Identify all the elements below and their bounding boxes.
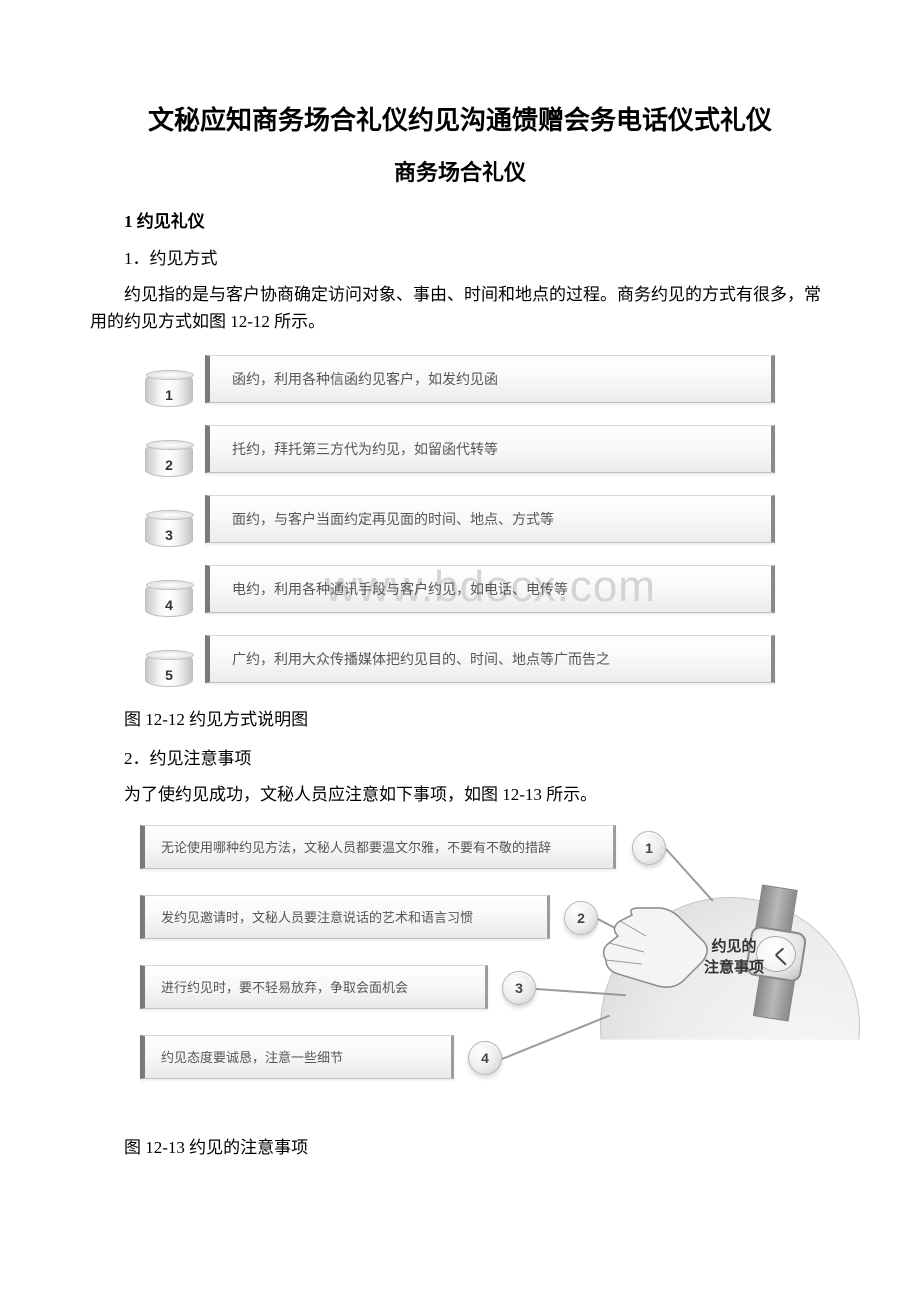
figure-12-12-caption: 图 12-12 约见方式说明图: [90, 705, 830, 730]
diagram-12-13: 约见的 注意事项 无论使用哪种约见方法，文秘人员都要温文尔雅，不要有不敬的措辞 1…: [140, 825, 780, 1115]
d1-bar-5: 广约，利用大众传播媒体把约见目的、时间、地点等广而告之: [205, 635, 775, 683]
hand-icon: [600, 906, 710, 991]
d1-row-3: 3 面约，与客户当面约定再见面的时间、地点、方式等: [145, 491, 775, 547]
d1-bar-text-1: 函约，利用各种信函约见客户，如发约见函: [232, 369, 498, 389]
d1-cylinder-top-1: [146, 370, 194, 380]
d1-bar-3: 面约，与客户当面约定再见面的时间、地点、方式等: [205, 495, 775, 543]
d1-number-4: 4: [145, 597, 193, 613]
figure-12-13-caption: 图 12-13 约见的注意事项: [90, 1133, 830, 1158]
d1-number-3: 3: [145, 527, 193, 543]
section-1-p2: 约见指的是与客户协商确定访问对象、事由、时间和地点的过程。商务约见的方式有很多，…: [90, 281, 830, 335]
d1-bar-4: 电约，利用各种通讯手段与客户约见，如电话、电传等www.bdocx.com: [205, 565, 775, 613]
d1-bar-text-5: 广约，利用大众传播媒体把约见目的、时间、地点等广而告之: [232, 649, 610, 669]
d1-row-2: 2 托约，拜托第三方代为约见，如留函代转等: [145, 421, 775, 477]
d1-number-2: 2: [145, 457, 193, 473]
d1-cylinder-top-3: [146, 510, 194, 520]
page-title: 文秘应知商务场合礼仪约见沟通馈赠会务电话仪式礼仪: [90, 100, 830, 137]
d2-number-4: 4: [468, 1041, 502, 1075]
d2-bar-2: 发约见邀请时，文秘人员要注意说话的艺术和语言习惯: [140, 895, 550, 939]
d1-bar-text-2: 托约，拜托第三方代为约见，如留函代转等: [232, 439, 498, 459]
diagram-12-12: 1 函约，利用各种信函约见客户，如发约见函 2 托约，拜托第三方代为约见，如留函代转等…: [145, 351, 775, 687]
section-2-p1: 2．约见注意事项: [90, 744, 830, 769]
d2-row-3: 进行约见时，要不轻易放弃，争取会面机会 3: [140, 965, 542, 1009]
page-subtitle: 商务场合礼仪: [90, 155, 830, 187]
d2-number-2: 2: [564, 901, 598, 935]
watch-minute-hand: [775, 954, 786, 965]
d1-bar-2: 托约，拜托第三方代为约见，如留函代转等: [205, 425, 775, 473]
d2-row-2: 发约见邀请时，文秘人员要注意说话的艺术和语言习惯 2: [140, 895, 604, 939]
d2-number-1: 1: [632, 831, 666, 865]
section-1-head: 1 约见礼仪: [90, 207, 830, 232]
d2-number-3: 3: [502, 971, 536, 1005]
d1-row-1: 1 函约，利用各种信函约见客户，如发约见函: [145, 351, 775, 407]
d2-row-4: 约见态度要诚恳，注意一些细节 4: [140, 1035, 508, 1079]
d1-number-1: 1: [145, 387, 193, 403]
d1-number-5: 5: [145, 667, 193, 683]
hub-label-line-2: 注意事项: [704, 960, 764, 976]
d2-bar-3: 进行约见时，要不轻易放弃，争取会面机会: [140, 965, 488, 1009]
section-1-p1: 1．约见方式: [90, 244, 830, 269]
d1-cylinder-top-2: [146, 440, 194, 450]
d2-row-1: 无论使用哪种约见方法，文秘人员都要温文尔雅，不要有不敬的措辞 1: [140, 825, 672, 869]
d1-bar-1: 函约，利用各种信函约见客户，如发约见函: [205, 355, 775, 403]
hub-label-line-1: 约见的: [711, 939, 756, 955]
d1-cylinder-top-4: [146, 580, 194, 590]
d1-cylinder-top-5: [146, 650, 194, 660]
d1-bar-text-3: 面约，与客户当面约定再见面的时间、地点、方式等: [232, 509, 554, 529]
d2-bar-1: 无论使用哪种约见方法，文秘人员都要温文尔雅，不要有不敬的措辞: [140, 825, 616, 869]
diagram-2-hub-label: 约见的 注意事项: [704, 937, 764, 979]
d1-bar-text-4: 电约，利用各种通讯手段与客户约见，如电话、电传等: [232, 579, 568, 599]
d1-row-5: 5 广约，利用大众传播媒体把约见目的、时间、地点等广而告之: [145, 631, 775, 687]
section-2-p2: 为了使约见成功，文秘人员应注意如下事项，如图 12-13 所示。: [90, 781, 830, 808]
d1-row-4: 4 电约，利用各种通讯手段与客户约见，如电话、电传等www.bdocx.com: [145, 561, 775, 617]
d2-bar-4: 约见态度要诚恳，注意一些细节: [140, 1035, 454, 1079]
